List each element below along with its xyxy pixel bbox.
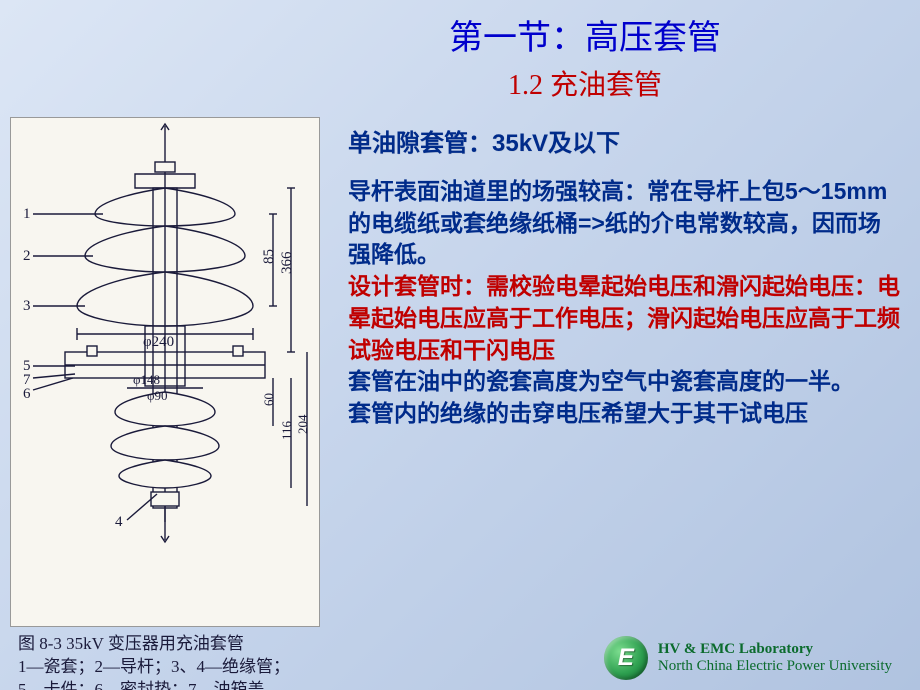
paragraph-3: 套管在油中的瓷套高度为空气中瓷套高度的一半。: [348, 368, 854, 394]
figure-caption-line1: 图 8-3 35kV 变压器用充油套管: [18, 633, 326, 656]
dim-h366: 366: [279, 251, 295, 274]
dim-h116: 116: [279, 420, 294, 440]
bushing-diagram: 1 2 3 5 7 6 4 φ240 φ148 φ90 85 366 60 11…: [15, 122, 317, 552]
dim-h85: 85: [261, 249, 277, 264]
dim-d240: φ240: [143, 334, 174, 350]
footer: E HV & EMC Laboratory North China Electr…: [604, 636, 892, 680]
figure-column: 1 2 3 5 7 6 4 φ240 φ148 φ90 85 366 60 11…: [10, 117, 330, 690]
content-row: 1 2 3 5 7 6 4 φ240 φ148 φ90 85 366 60 11…: [10, 117, 900, 690]
dim-d148: φ148: [133, 372, 160, 387]
footer-logo: E: [604, 636, 648, 680]
figure-caption: 图 8-3 35kV 变压器用充油套管 1—瓷套；2—导杆；3、4—绝缘管； 5…: [10, 627, 330, 690]
text-column: 单油隙套管：35kV及以下 导杆表面油道里的场强较高：常在导杆上包5～15mm的…: [330, 117, 900, 430]
footer-line1: HV & EMC Laboratory: [658, 641, 892, 658]
slide: 第一节：高压套管 1.2 充油套管: [0, 0, 920, 690]
callout-1: 1: [23, 206, 31, 222]
section-title: 第一节：高压套管: [270, 10, 900, 59]
figure-caption-line3: 5—卡件；6—密封垫；7—油箱盖: [18, 679, 326, 690]
dim-h204: 204: [295, 414, 310, 434]
paragraph-4: 套管内的绝缘的击穿电压希望大于其干试电压: [348, 400, 808, 426]
dim-h60: 60: [261, 393, 276, 406]
callout-2: 2: [23, 248, 31, 264]
body-text: 导杆表面油道里的场强较高：常在导杆上包5～15mm的电缆纸或套绝缘纸桶=>纸的介…: [348, 176, 900, 430]
callout-6: 6: [23, 386, 31, 402]
footer-text: HV & EMC Laboratory North China Electric…: [658, 641, 892, 676]
paragraph-1: 导杆表面油道里的场强较高：常在导杆上包5～15mm的电缆纸或套绝缘纸桶=>纸的介…: [348, 178, 887, 267]
callout-3: 3: [23, 298, 31, 314]
footer-line2: North China Electric Power University: [658, 658, 892, 675]
subsection-title: 1.2 充油套管: [270, 63, 900, 103]
callout-4: 4: [115, 514, 123, 530]
footer-logo-letter: E: [618, 644, 634, 672]
subheading: 单油隙套管：35kV及以下: [348, 123, 900, 158]
figure-box: 1 2 3 5 7 6 4 φ240 φ148 φ90 85 366 60 11…: [10, 117, 320, 627]
figure-caption-line2: 1—瓷套；2—导杆；3、4—绝缘管；: [18, 656, 326, 679]
paragraph-2-red: 设计套管时：需校验电晕起始电压和滑闪起始电压：电晕起始电压应高于工作电压；滑闪起…: [348, 273, 900, 362]
dim-d90: φ90: [147, 388, 168, 403]
